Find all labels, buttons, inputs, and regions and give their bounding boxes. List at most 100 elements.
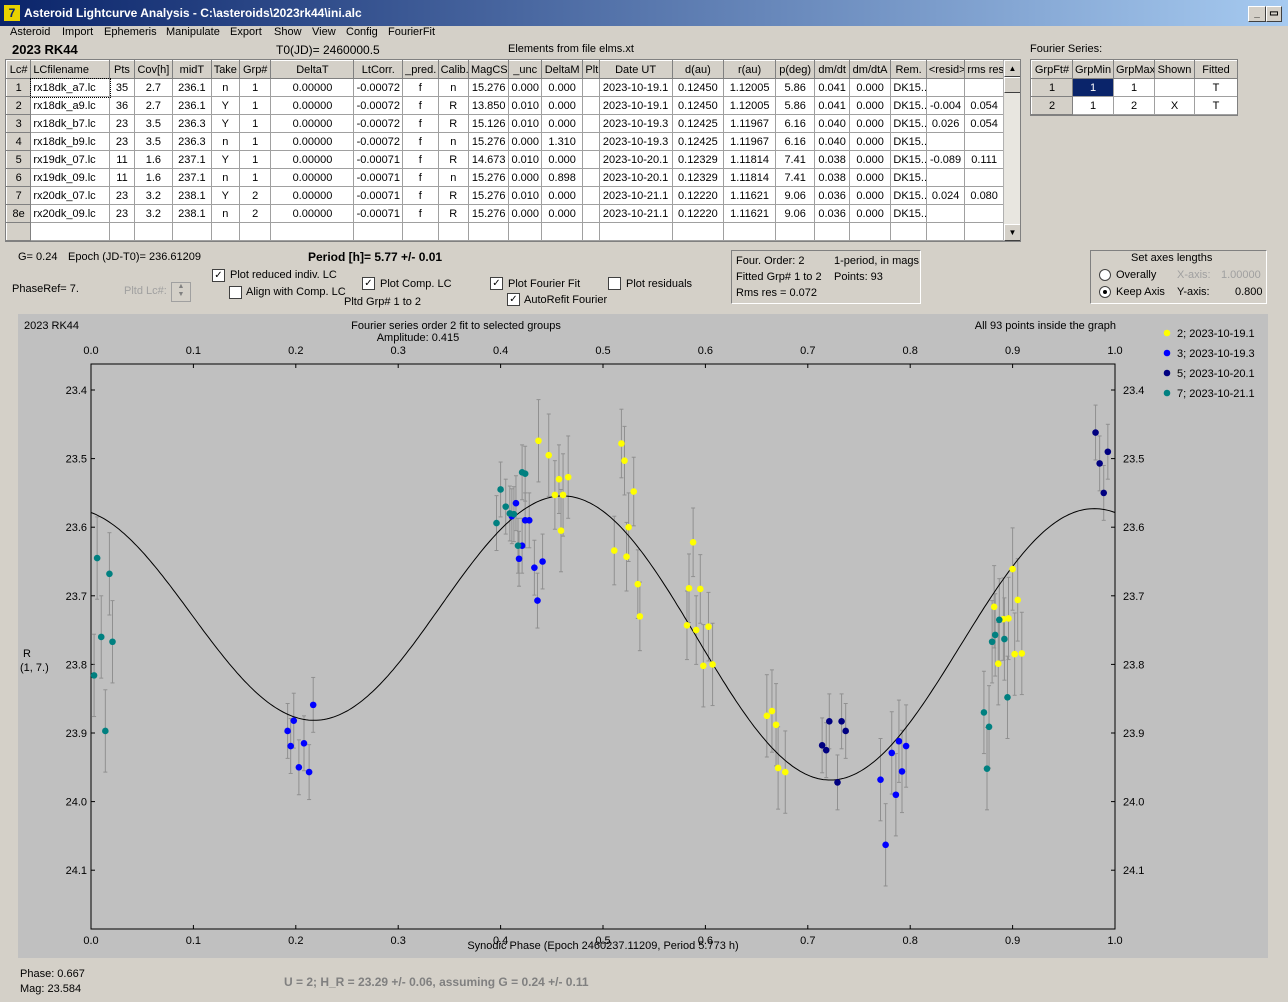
table-cell[interactable]: DK15..: [890, 186, 927, 205]
table-cell[interactable]: [582, 96, 600, 115]
table-cell[interactable]: [582, 204, 600, 223]
table-cell[interactable]: 0.000: [848, 78, 892, 97]
table-cell[interactable]: 0.010: [508, 150, 542, 169]
menu-config[interactable]: Config: [346, 26, 378, 38]
plot-residuals-checkbox[interactable]: [608, 277, 621, 290]
table-cell[interactable]: DK15..: [890, 150, 927, 169]
column-header[interactable]: _pred.: [402, 60, 439, 79]
table-cell[interactable]: 0.12425: [671, 114, 725, 133]
table-cell[interactable]: 1.11621: [723, 204, 776, 223]
table-cell[interactable]: 2: [238, 186, 272, 205]
table-cell[interactable]: 0.000: [848, 150, 892, 169]
table-cell[interactable]: DK15..: [890, 78, 927, 97]
table-cell[interactable]: 0.000: [848, 114, 892, 133]
table-cell[interactable]: 2023-10-20.1: [598, 168, 673, 187]
table-cell[interactable]: f: [402, 132, 439, 151]
table-cell[interactable]: 0.036: [814, 204, 850, 223]
fourier-cell[interactable]: 1: [1072, 96, 1114, 115]
table-cell[interactable]: 0.00000: [270, 114, 355, 133]
table-cell[interactable]: 5.86: [774, 96, 816, 115]
table-cell[interactable]: rx20dk_07.lc: [30, 186, 111, 205]
table-cell[interactable]: 9.06: [774, 204, 816, 223]
table-cell[interactable]: 0.080: [964, 186, 1004, 205]
table-cell[interactable]: rx19dk_07.lc: [30, 150, 111, 169]
table-row[interactable]: 6 rx19dk_09.lc 11 1.6 237.1 n 1 0.00000 -0.00071…: [6, 168, 1004, 187]
title-bar[interactable]: 7 Asteroid Lightcurve Analysis - C:\aste…: [0, 0, 1288, 26]
table-cell[interactable]: 236.1: [172, 96, 212, 115]
table-cell[interactable]: 0.898: [540, 168, 584, 187]
table-cell[interactable]: -0.00071: [353, 186, 404, 205]
table-cell[interactable]: 3: [6, 114, 32, 133]
column-header[interactable]: DeltaT: [270, 60, 355, 79]
table-cell[interactable]: f: [402, 204, 439, 223]
plot-fourier-checkbox[interactable]: ✓: [490, 277, 503, 290]
table-cell[interactable]: 0.000: [540, 78, 584, 97]
table-cell[interactable]: 23: [109, 114, 135, 133]
table-cell[interactable]: 15.276: [467, 168, 510, 187]
fourier-cell[interactable]: 1: [1031, 78, 1073, 97]
table-cell[interactable]: Y: [210, 186, 241, 205]
table-cell[interactable]: 0.000: [540, 150, 584, 169]
table-cell[interactable]: 0.000: [540, 96, 584, 115]
fourier-cell[interactable]: 2: [1031, 96, 1073, 115]
table-cell[interactable]: [582, 78, 600, 97]
table-cell[interactable]: Y: [210, 114, 241, 133]
table-cell[interactable]: 2.7: [133, 78, 174, 97]
table-cell[interactable]: [925, 168, 966, 187]
table-cell[interactable]: [925, 78, 966, 97]
table-cell[interactable]: 9.06: [774, 186, 816, 205]
table-cell[interactable]: f: [402, 150, 439, 169]
table-cell[interactable]: -0.00072: [353, 96, 404, 115]
table-cell[interactable]: [925, 132, 966, 151]
align-comp-checkbox[interactable]: [229, 286, 242, 299]
scroll-up-icon[interactable]: ▲: [1004, 60, 1020, 77]
y-axis-value[interactable]: 0.800: [1235, 286, 1263, 298]
table-cell[interactable]: 0.00000: [270, 150, 355, 169]
table-cell[interactable]: 14.673: [467, 150, 510, 169]
column-header[interactable]: midT: [172, 60, 212, 79]
table-cell[interactable]: 0.000: [540, 186, 584, 205]
plot-reduced-checkbox[interactable]: ✓: [212, 269, 225, 282]
table-cell[interactable]: 0.12425: [671, 132, 725, 151]
scroll-down-icon[interactable]: ▼: [1004, 224, 1020, 241]
table-cell[interactable]: 2023-10-19.3: [598, 132, 673, 151]
table-cell[interactable]: 11: [109, 168, 135, 187]
table-cell[interactable]: 0.111: [964, 150, 1004, 169]
menu-view[interactable]: View: [312, 26, 336, 38]
column-header[interactable]: dm/dt: [814, 60, 850, 79]
table-cell[interactable]: 3.2: [133, 186, 174, 205]
table-cell[interactable]: 2023-10-19.3: [598, 114, 673, 133]
table-cell[interactable]: [582, 114, 600, 133]
table-cell[interactable]: rx18dk_b9.lc: [30, 132, 111, 151]
table-cell[interactable]: 0.000: [540, 204, 584, 223]
table-cell[interactable]: -0.089: [925, 150, 966, 169]
table-cell[interactable]: 36: [109, 96, 135, 115]
table-row[interactable]: 1 rx18dk_a7.lc 35 2.7 236.1 n 1 0.00000 -0.00072…: [6, 77, 1004, 98]
table-cell[interactable]: 0.038: [814, 168, 850, 187]
fourier-cell[interactable]: 1: [1072, 78, 1114, 97]
table-cell[interactable]: rx18dk_a9.lc: [30, 96, 111, 115]
fourier-table[interactable]: GrpFt# GrpMin GrpMax Shown Fitted 1 1 1 T 2 1 2 X T: [1030, 59, 1238, 116]
table-cell[interactable]: 0.12450: [671, 78, 725, 97]
table-row[interactable]: 2 rx18dk_a9.lc 36 2.7 236.1 Y 1 0.00000 -0.00072…: [6, 96, 1004, 115]
menu-manipulate[interactable]: Manipulate: [166, 26, 220, 38]
table-cell[interactable]: 0.054: [964, 114, 1004, 133]
table-cell[interactable]: Y: [210, 96, 241, 115]
table-cell[interactable]: 15.126: [467, 114, 510, 133]
fourier-cell[interactable]: 1: [1113, 78, 1155, 97]
table-cell[interactable]: 1.11967: [723, 132, 776, 151]
table-cell[interactable]: 236.1: [172, 78, 212, 97]
column-header[interactable]: GrpFt#: [1031, 60, 1073, 79]
menu-export[interactable]: Export: [230, 26, 262, 38]
table-cell[interactable]: 0.12220: [671, 204, 725, 223]
column-header[interactable]: Pts: [109, 60, 135, 79]
table-cell[interactable]: 1: [238, 150, 272, 169]
menu-ephemeris[interactable]: Ephemeris: [104, 26, 157, 38]
table-cell[interactable]: [582, 186, 600, 205]
table-cell[interactable]: -0.004: [925, 96, 966, 115]
column-header[interactable]: Shown: [1154, 60, 1195, 79]
table-cell[interactable]: 0.000: [848, 132, 892, 151]
table-cell[interactable]: 0.12450: [671, 96, 725, 115]
